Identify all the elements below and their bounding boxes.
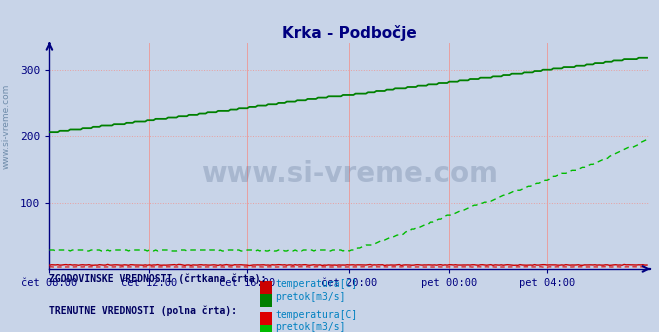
Text: ZGODOVINSKE VREDNOSTI (črtkana črta):: ZGODOVINSKE VREDNOSTI (črtkana črta): [49, 274, 267, 285]
Text: TRENUTNE VREDNOSTI (polna črta):: TRENUTNE VREDNOSTI (polna črta): [49, 305, 237, 316]
Text: pretok[m3/s]: pretok[m3/s] [275, 292, 346, 302]
Text: www.si-vreme.com: www.si-vreme.com [201, 160, 498, 188]
Text: temperatura[C]: temperatura[C] [275, 310, 358, 320]
Text: temperatura[C]: temperatura[C] [275, 279, 358, 289]
Text: www.si-vreme.com: www.si-vreme.com [2, 83, 11, 169]
Title: Krka - Podbočje: Krka - Podbočje [282, 25, 416, 41]
Text: pretok[m3/s]: pretok[m3/s] [275, 322, 346, 332]
